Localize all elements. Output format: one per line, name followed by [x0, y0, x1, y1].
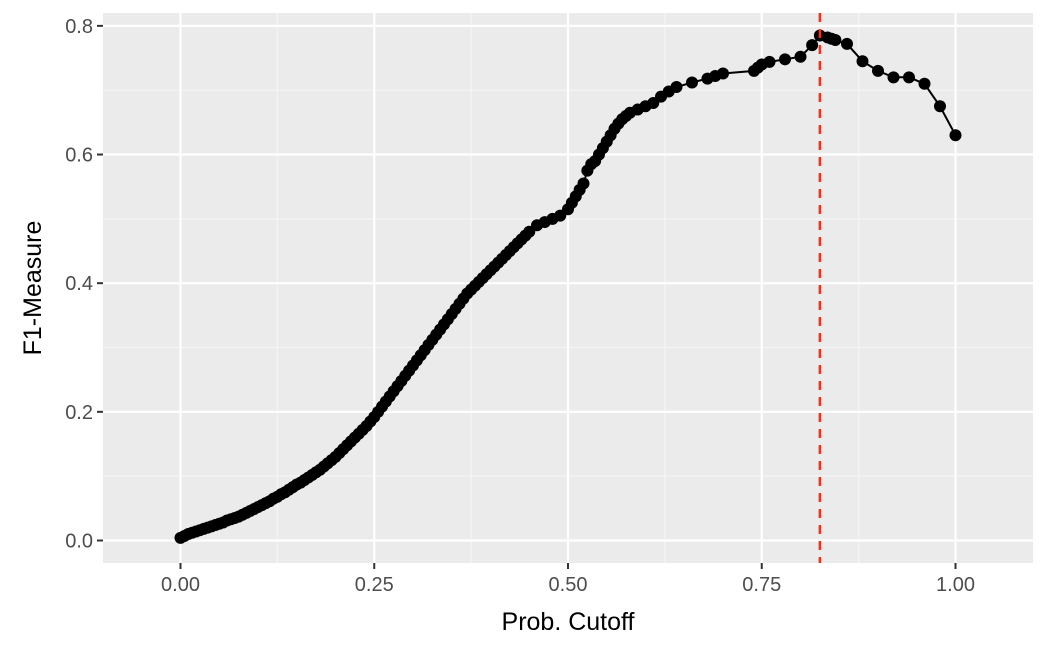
data-point	[779, 53, 791, 66]
x-tick-label: 0.75	[742, 574, 781, 596]
y-axis-ticks	[97, 24, 103, 542]
y-tick-label: 0.4	[65, 273, 93, 295]
data-point	[934, 100, 946, 113]
data-point	[887, 71, 900, 84]
x-tick-label: 0.50	[549, 574, 588, 596]
y-tick-label: 0.6	[65, 145, 93, 167]
data-point	[686, 76, 698, 89]
data-point	[829, 34, 842, 47]
grid-major	[103, 13, 1033, 563]
data-point	[918, 77, 931, 90]
data-point	[949, 129, 962, 142]
x-axis-ticks	[179, 563, 957, 569]
data-point	[903, 71, 915, 84]
y-tick-label: 0.8	[65, 16, 93, 38]
x-tick-label: 0.25	[355, 574, 394, 596]
data-point	[872, 64, 884, 77]
data-point	[717, 67, 729, 80]
data-point	[806, 39, 819, 52]
x-tick-label: 0.00	[161, 574, 200, 596]
x-axis-title: Prob. Cutoff	[502, 608, 635, 636]
y-tick-label: 0.2	[65, 402, 93, 424]
series-group	[174, 29, 962, 544]
data-point	[794, 50, 807, 63]
y-axis-title: F1-Measure	[19, 221, 47, 356]
x-tick-label: 1.00	[936, 574, 975, 596]
data-point	[577, 177, 590, 190]
y-axis-tick-labels: 0.0 0.2 0.4 0.6 0.8	[65, 16, 93, 553]
y-tick-label: 0.0	[65, 530, 93, 552]
data-point	[763, 55, 776, 68]
data-point	[841, 37, 853, 50]
x-axis-tick-labels: 0.00 0.25 0.50 0.75 1.00	[161, 574, 975, 596]
data-point	[856, 55, 869, 68]
data-point	[670, 80, 683, 93]
